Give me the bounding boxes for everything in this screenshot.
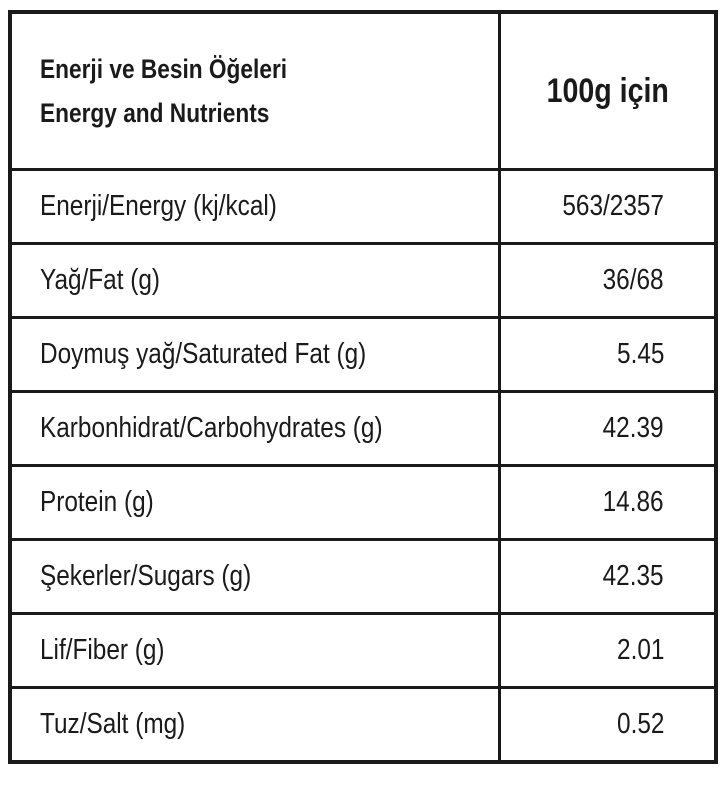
table-row: Enerji/Energy (kj/kcal) 563/2357: [8, 168, 718, 245]
nutrient-label: Tuz/Salt (mg): [40, 708, 186, 740]
value-cell: 36/68: [498, 242, 718, 319]
label-cell: Protein (g): [8, 464, 501, 541]
table-row: Şekerler/Sugars (g) 42.35: [8, 538, 718, 615]
header-title-line: Energy and Nutrients: [40, 98, 270, 128]
label-cell: Enerji/Energy (kj/kcal): [8, 168, 501, 245]
nutrient-value: 0.52: [616, 708, 664, 740]
nutrient-value: 36/68: [603, 264, 664, 296]
label-cell: Tuz/Salt (mg): [8, 686, 501, 764]
nutrient-label: Protein (g): [40, 486, 154, 518]
nutrition-table: Enerji ve Besin Öğeleri Energy and Nutri…: [8, 10, 718, 764]
value-cell: 0.52: [498, 686, 718, 764]
nutrient-value: 42.39: [603, 412, 664, 444]
header-column: 100g için: [546, 71, 669, 110]
nutrient-value: 2.01: [616, 634, 664, 666]
label-cell: Yağ/Fat (g): [8, 242, 501, 319]
table-row: Karbonhidrat/Carbohydrates (g) 42.39: [8, 390, 718, 467]
value-cell: 42.39: [498, 390, 718, 467]
nutrient-value: 42.35: [603, 560, 664, 592]
table-row: Lif/Fiber (g) 2.01: [8, 612, 718, 689]
value-cell: 2.01: [498, 612, 718, 689]
header-title-cell: Enerji ve Besin Öğeleri Energy and Nutri…: [8, 10, 501, 171]
value-cell: 563/2357: [498, 168, 718, 245]
nutrient-label: Enerji/Energy (kj/kcal): [40, 190, 277, 222]
label-cell: Karbonhidrat/Carbohydrates (g): [8, 390, 501, 467]
nutrient-label: Lif/Fiber (g): [40, 634, 165, 666]
header-title: Enerji ve Besin Öğeleri Energy and Nutri…: [40, 47, 498, 135]
nutrient-value: 5.45: [616, 338, 664, 370]
nutrient-label: Karbonhidrat/Carbohydrates (g): [40, 412, 383, 444]
table-row: Tuz/Salt (mg) 0.52: [8, 686, 718, 764]
nutrient-value: 14.86: [603, 486, 664, 518]
label-cell: Doymuş yağ/Saturated Fat (g): [8, 316, 501, 393]
label-cell: Lif/Fiber (g): [8, 612, 501, 689]
value-cell: 42.35: [498, 538, 718, 615]
header-column-cell: 100g için: [498, 10, 718, 171]
nutrient-label: Şekerler/Sugars (g): [40, 560, 252, 592]
nutrient-value: 563/2357: [562, 190, 664, 222]
header-row: Enerji ve Besin Öğeleri Energy and Nutri…: [8, 10, 718, 171]
table-row: Protein (g) 14.86: [8, 464, 718, 541]
table-row: Doymuş yağ/Saturated Fat (g) 5.45: [8, 316, 718, 393]
nutrient-label: Doymuş yağ/Saturated Fat (g): [40, 338, 367, 370]
table-row: Yağ/Fat (g) 36/68: [8, 242, 718, 319]
value-cell: 14.86: [498, 464, 718, 541]
label-cell: Şekerler/Sugars (g): [8, 538, 501, 615]
nutrient-label: Yağ/Fat (g): [40, 264, 161, 296]
header-title-line: Enerji ve Besin Öğeleri: [40, 54, 288, 84]
value-cell: 5.45: [498, 316, 718, 393]
table-body: Enerji ve Besin Öğeleri Energy and Nutri…: [8, 10, 718, 764]
